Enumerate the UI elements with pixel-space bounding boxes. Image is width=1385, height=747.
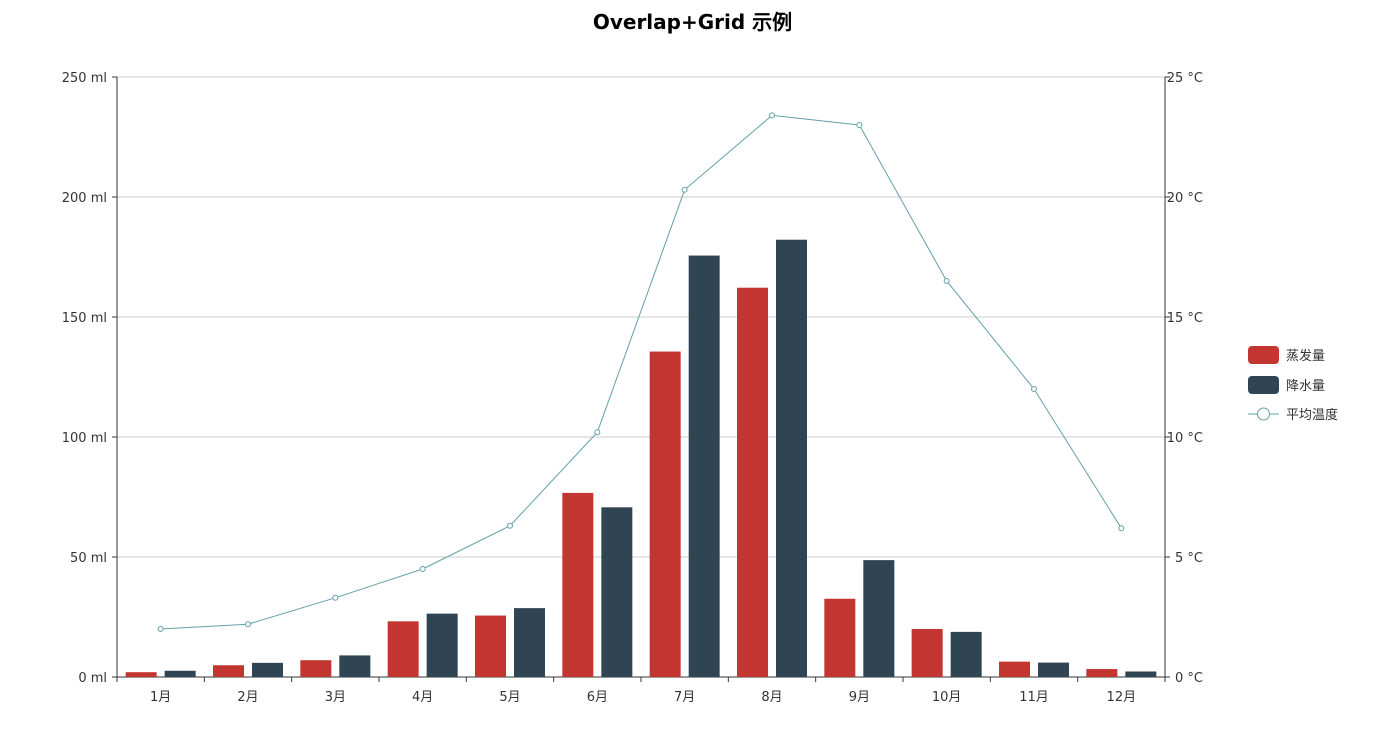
- legend-label: 平均温度: [1286, 407, 1338, 423]
- y-left-tick-label: 200 ml: [62, 191, 107, 206]
- line-point: [157, 626, 164, 632]
- bar: [514, 608, 545, 677]
- line-point: [856, 122, 863, 128]
- legend-marker: [1257, 407, 1270, 421]
- bar: [300, 660, 332, 677]
- bar: [776, 239, 807, 677]
- bar: [213, 665, 244, 677]
- line-point: [1118, 525, 1125, 532]
- x-tick-label: 1月: [150, 690, 171, 705]
- x-tick-label: 7月: [674, 690, 695, 705]
- y-right-tick-label: 25 °C: [1167, 71, 1203, 86]
- y-right-tick-label: 15 °C: [1167, 311, 1203, 326]
- line-point: [245, 621, 251, 628]
- x-tick-label: 10月: [932, 690, 962, 705]
- legend-label: 蒸发量: [1286, 348, 1325, 364]
- line-point: [594, 429, 601, 436]
- line-point: [332, 594, 339, 601]
- chart-title: Overlap+Grid 示例: [592, 10, 793, 34]
- bar: [950, 631, 982, 677]
- bar: [426, 613, 458, 677]
- y-left-tick-label: 250 ml: [62, 71, 107, 86]
- line-point: [419, 566, 426, 572]
- x-tick-label: 8月: [761, 690, 782, 705]
- x-tick-label: 11月: [1019, 690, 1049, 705]
- bar: [1038, 662, 1069, 677]
- line-point: [507, 522, 513, 529]
- bar: [911, 629, 943, 677]
- y-right-tick-label: 20 °C: [1167, 191, 1203, 206]
- bar: [1086, 669, 1118, 677]
- y-left-tick-label: 50 ml: [70, 551, 107, 566]
- y-right-tick-label: 0 °C: [1175, 671, 1203, 686]
- x-tick-label: 3月: [325, 690, 346, 705]
- x-tick-label: 9月: [849, 690, 870, 705]
- line-point: [943, 278, 950, 284]
- legend-swatch: [1248, 376, 1279, 394]
- bar: [387, 621, 419, 677]
- x-tick-label: 4月: [412, 690, 433, 705]
- bar: [863, 560, 895, 677]
- bar: [601, 507, 633, 677]
- y-left-tick-label: 100 ml: [62, 431, 107, 446]
- bar: [339, 655, 371, 677]
- y-right-tick-label: 5 °C: [1175, 551, 1203, 566]
- y-right-tick-label: 10 °C: [1167, 431, 1203, 446]
- line-point: [681, 186, 688, 193]
- bar: [562, 492, 594, 677]
- line-point: [1031, 386, 1037, 392]
- bar: [125, 672, 157, 677]
- bar: [649, 351, 681, 677]
- bar: [824, 598, 856, 677]
- temperature-line: [160, 114, 1122, 630]
- bar: [1125, 671, 1157, 677]
- bar: [999, 661, 1030, 677]
- bar: [688, 255, 720, 677]
- x-tick-label: 2月: [237, 690, 258, 705]
- x-tick-label: 6月: [587, 690, 608, 705]
- legend-label: 降水量: [1286, 379, 1325, 394]
- x-tick-label: 5月: [499, 690, 520, 705]
- y-left-tick-label: 150 ml: [62, 311, 107, 326]
- bar: [164, 670, 196, 677]
- x-tick-label: 12月: [1107, 690, 1137, 705]
- bar: [252, 662, 283, 677]
- bar: [737, 287, 768, 677]
- y-left-tick-label: 0 ml: [78, 671, 107, 686]
- bar: [475, 615, 506, 677]
- line-point: [769, 112, 775, 119]
- legend-swatch: [1248, 346, 1279, 364]
